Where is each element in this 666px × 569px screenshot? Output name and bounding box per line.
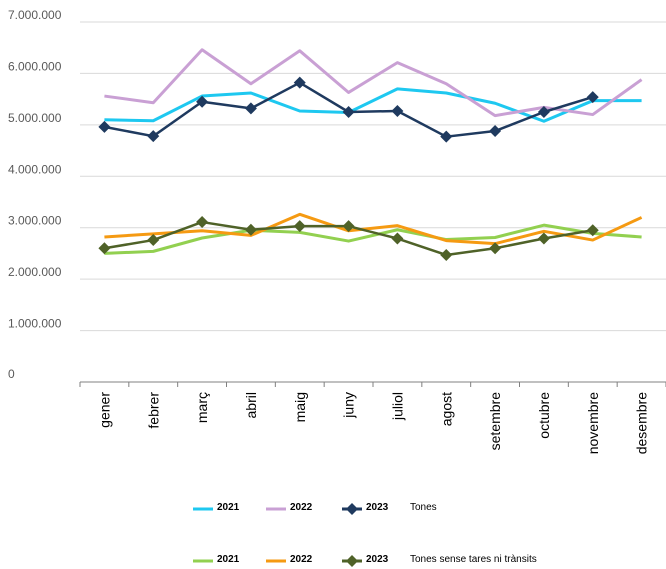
series-line: [104, 223, 642, 255]
y-tick-label: 3.000.000: [8, 214, 62, 228]
x-tick-label: juliol: [389, 392, 405, 421]
y-axis-tick-labels: 0 1.000.000 2.000.000 3.000.000 4.000.000 5.0…: [8, 8, 62, 381]
y-tick-label: 0: [8, 367, 15, 381]
gridlines: [80, 21, 666, 332]
legend-label: 2022: [290, 502, 313, 513]
data-point-marker: [196, 95, 209, 108]
data-point-marker: [537, 232, 550, 245]
x-tick-label: desembre: [634, 392, 650, 454]
legend-marker: [346, 503, 358, 515]
legend-label: 2023: [366, 554, 389, 565]
x-tick-label: agost: [438, 392, 454, 426]
data-point-marker: [537, 106, 550, 118]
x-tick-label: abril: [243, 392, 259, 418]
data-point-marker: [391, 232, 404, 245]
data-point-marker: [586, 224, 599, 237]
x-axis-tick-labels: gener febrer març abril maig juny juliol agost s…: [96, 392, 649, 455]
legend-group-label: Tones sense tares ni trànsits: [410, 554, 537, 565]
data-point-marker: [244, 223, 257, 236]
y-tick-label: 7.000.000: [8, 8, 62, 22]
data-point-marker: [147, 234, 160, 247]
y-tick-label: 4.000.000: [8, 162, 62, 176]
legend-group-label: Tones: [410, 502, 437, 513]
x-tick-label: novembre: [585, 392, 601, 454]
series-2021-tones: [104, 87, 642, 123]
series-2023-tones: [98, 76, 599, 143]
data-point-marker: [440, 248, 453, 261]
x-axis: [79, 381, 666, 387]
x-tick-label: juny: [341, 392, 357, 419]
data-point-marker: [342, 220, 355, 233]
data-point-marker: [489, 125, 502, 138]
data-point-marker: [342, 106, 355, 118]
y-tick-label: 6.000.000: [8, 59, 62, 73]
y-tick-label: 1.000.000: [8, 317, 62, 331]
legend-label: 2023: [366, 502, 389, 513]
legend-label: 2021: [217, 502, 240, 513]
series-2022-tones-sense-tares: [104, 212, 643, 246]
legend-label: 2021: [217, 554, 240, 565]
x-tick-label: gener: [96, 392, 112, 428]
x-tick-label: maig: [292, 392, 308, 422]
data-point-marker: [244, 102, 257, 115]
data-point-marker: [440, 130, 453, 143]
data-point-marker: [293, 76, 306, 89]
legend-row-tones-sense-tares: 2021 2022 2023 Tones sense tares ni trànsit…: [193, 554, 537, 567]
series-lines: [98, 48, 643, 261]
legend-label: 2022: [290, 554, 313, 565]
data-point-marker: [147, 130, 160, 143]
series-2021-tones-sense-tares: [104, 223, 642, 255]
x-tick-label: març: [194, 392, 210, 423]
series-line: [104, 87, 642, 123]
x-tick-label: febrer: [145, 392, 161, 429]
series-2023-tones-sense-tares: [98, 216, 599, 261]
data-point-marker: [196, 216, 209, 229]
data-point-marker: [293, 220, 306, 233]
data-point-marker: [586, 91, 599, 104]
x-tick-label: octubre: [536, 392, 552, 439]
data-point-marker: [98, 242, 111, 255]
legend-marker: [346, 555, 358, 567]
data-point-marker: [489, 242, 502, 255]
legend-row-tones: 2021 2022 2023 Tones: [193, 502, 437, 515]
y-tick-label: 5.000.000: [8, 111, 62, 125]
data-point-marker: [391, 104, 404, 117]
data-point-marker: [98, 120, 111, 133]
series-line: [104, 212, 643, 246]
y-tick-label: 2.000.000: [8, 265, 62, 279]
legend: 2021 2022 2023 Tones 2021 2022 2023 Tones sense…: [193, 502, 537, 567]
x-tick-label: setembre: [487, 392, 503, 451]
